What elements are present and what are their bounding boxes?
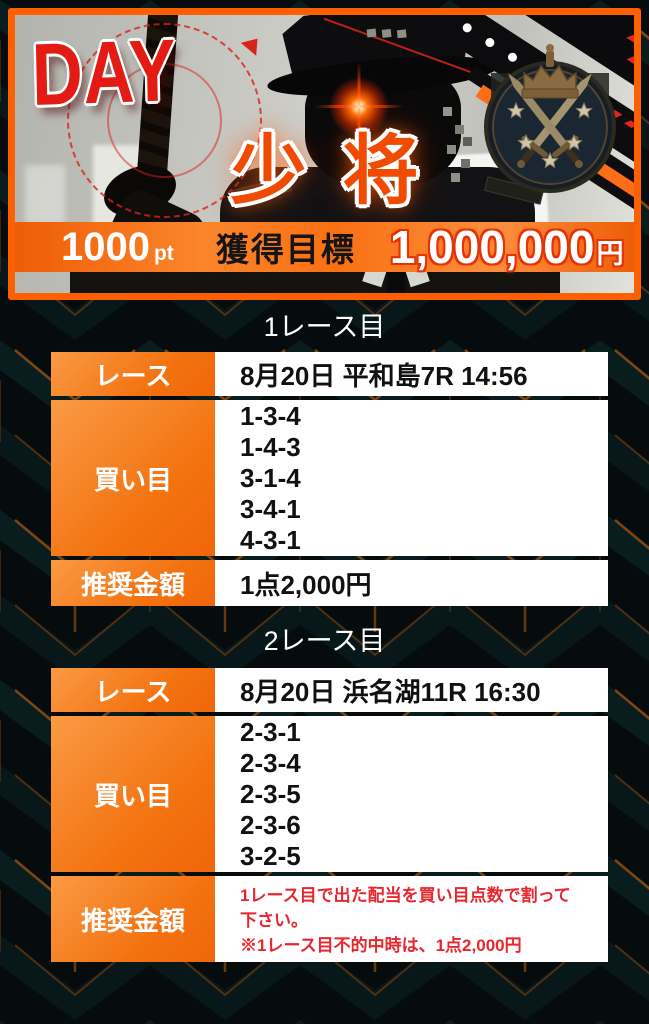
bet-line: 2-3-6	[240, 809, 301, 840]
radar-ring-decoration	[107, 63, 222, 178]
race-1-title: 1レース目	[263, 312, 386, 342]
header-banner: DAY 少将 1000 pt 獲得目標 1,000,000 円	[8, 8, 641, 300]
race-label-cell: レース	[51, 352, 215, 396]
cap-insignia	[366, 28, 377, 38]
amount-row: 推奨金額 1点2,000円	[51, 560, 608, 606]
race-row: レース 8月20日 浜名湖11R 16:30	[51, 668, 608, 712]
camo-pixels	[443, 107, 452, 116]
bets-row: 買い目 2-3-1 2-3-4 2-3-5 2-3-6 3-2-5	[51, 716, 608, 872]
goal-amount-group: 1,000,000 円	[390, 220, 624, 274]
bet-line: 2-3-1	[240, 716, 301, 747]
bets-row: 買い目 1-3-4 1-4-3 3-1-4 3-4-1 4-3-1	[51, 400, 608, 556]
bets-label-cell: 買い目	[51, 400, 215, 556]
bet-line: 3-4-1	[240, 493, 301, 524]
rank-badge-icon	[484, 44, 616, 193]
goal-label: 獲得目標	[215, 231, 356, 268]
amount-note-line: 1レース目で出た配当を買い目点数で割って	[240, 885, 571, 905]
banner-scene: DAY 少将 1000 pt 獲得目標 1,000,000 円	[15, 15, 634, 293]
amount-value-cell: 1点2,000円	[215, 560, 608, 606]
amount-label-cell: 推奨金額	[51, 560, 215, 606]
red-glow-eye-icon	[315, 77, 403, 137]
race-value-cell: 8月20日 浜名湖11R 16:30	[215, 668, 608, 712]
bet-line: 2-3-4	[240, 747, 301, 778]
day-label: DAY	[30, 20, 178, 124]
radar-ring-decoration	[67, 23, 262, 218]
race-1-table: レース 8月20日 平和島7R 14:56 買い目 1-3-4 1-4-3 3-…	[51, 352, 608, 606]
bet-line: 3-2-5	[240, 840, 301, 871]
points-value: 1000	[61, 224, 150, 269]
goal-currency: 円	[596, 239, 624, 269]
bet-line: 3-1-4	[240, 462, 301, 493]
amount-row: 推奨金額 1レース目で出た配当を買い目点数で割って 下さい。 ※1レース目不的中…	[51, 876, 608, 962]
bet-line: 2-3-5	[240, 778, 301, 809]
content: 1レース目 レース 8月20日 平和島7R 14:56 買い目 1-3-4 1-…	[0, 300, 649, 962]
amount-note-line: ※1レース目不的中時は、1点2,000円	[240, 935, 522, 955]
bet-line: 4-3-1	[240, 524, 301, 555]
bets-value-cell: 1-3-4 1-4-3 3-1-4 3-4-1 4-3-1	[215, 400, 608, 556]
race-value-cell: 8月20日 平和島7R 14:56	[215, 352, 608, 396]
photo-highlight	[25, 165, 65, 225]
points-unit: pt	[153, 241, 174, 265]
goal-bar: 1000 pt 獲得目標 1,000,000 円	[15, 220, 634, 274]
race-label-cell: レース	[51, 668, 215, 712]
race-2-title: 2レース目	[263, 626, 386, 656]
white-dots-decoration	[460, 21, 474, 35]
bet-line: 1-3-4	[240, 400, 301, 431]
rank-title: 少将	[230, 129, 455, 214]
points-group: 1000 pt	[61, 225, 174, 270]
goal-amount: 1,000,000	[389, 221, 595, 273]
bets-label-cell: 買い目	[51, 716, 215, 872]
race-2-table: レース 8月20日 浜名湖11R 16:30 買い目 2-3-1 2-3-4 2…	[51, 668, 608, 962]
amount-note-line: 下さい。	[240, 910, 308, 930]
bets-value-cell: 2-3-1 2-3-4 2-3-5 2-3-6 3-2-5	[215, 716, 608, 872]
bet-line: 1-4-3	[240, 431, 301, 462]
amount-label-cell: 推奨金額	[51, 876, 215, 962]
race-row: レース 8月20日 平和島7R 14:56	[51, 352, 608, 396]
amount-note-cell: 1レース目で出た配当を買い目点数で割って 下さい。 ※1レース目不的中時は、1点…	[215, 876, 608, 962]
